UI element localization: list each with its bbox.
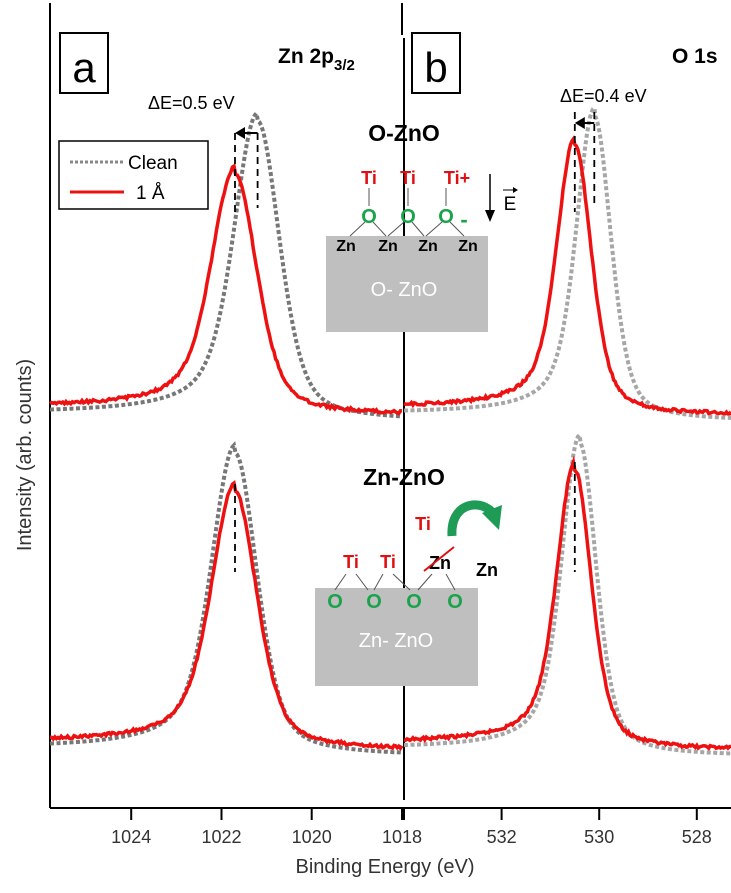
zn-out-atom: Zn bbox=[476, 560, 498, 580]
zn-cross-mark bbox=[423, 546, 455, 572]
panel-a-label: a bbox=[59, 32, 109, 94]
o-zno-substrate bbox=[326, 236, 488, 332]
spectrum-a-o-zno-1a bbox=[49, 163, 403, 416]
panel-b-delta-label: ΔE=0.4 eV bbox=[560, 86, 647, 106]
shift-arrow-head bbox=[235, 127, 245, 139]
inset-o-zno: O-ZnO O- ZnO Ti Ti Ti+ O O O - Zn Zn Zn … bbox=[326, 120, 518, 332]
spectrum-b-zn-zno-clean bbox=[403, 430, 731, 756]
inset-zn-zno: Zn-ZnO Zn- ZnO Ti Ti Ti Zn Zn O O O O bbox=[315, 464, 502, 686]
svg-text:b: b bbox=[424, 44, 447, 91]
exchange-arrowhead-icon bbox=[482, 505, 502, 530]
o-atom: O bbox=[366, 591, 382, 613]
electric-field-arrow: E bbox=[485, 174, 518, 222]
zn-atom: Zn bbox=[458, 238, 478, 255]
panel-b-label: b bbox=[411, 32, 461, 94]
spectrum-b-zn-zno-1a bbox=[403, 455, 731, 751]
panel-a-delta-label: ΔE=0.5 eV bbox=[148, 93, 235, 113]
y-axis-label: Intensity (arb. counts) bbox=[14, 359, 36, 551]
ti-atom: Ti bbox=[361, 168, 377, 188]
ti-atom: Ti bbox=[400, 168, 416, 188]
zn-zno-substrate-label: Zn- ZnO bbox=[359, 630, 433, 652]
zn-atom: Zn bbox=[418, 238, 438, 255]
panel-a-title: Zn 2p3/2 bbox=[278, 45, 355, 74]
ti-atom: Ti bbox=[343, 552, 359, 572]
x-tick-label: 1018 bbox=[382, 827, 422, 847]
zn-zno-substrate bbox=[315, 588, 478, 686]
x-axis-label: Binding Energy (eV) bbox=[296, 856, 475, 878]
spectrum-b-o-zno-clean bbox=[403, 104, 731, 420]
legend-clean-label: Clean bbox=[128, 153, 178, 174]
x-tick-label: 528 bbox=[682, 827, 712, 847]
x-tick-label: 530 bbox=[584, 827, 614, 847]
ti-atom: Ti bbox=[380, 552, 396, 572]
ti-top-atom: Ti bbox=[415, 514, 431, 534]
svg-text:a: a bbox=[72, 44, 96, 91]
x-tick-label: 1022 bbox=[201, 827, 241, 847]
zn-atom-crossed: Zn bbox=[429, 553, 451, 573]
o-atom: O bbox=[400, 206, 416, 228]
legend: Clean 1 Å bbox=[58, 140, 209, 210]
o-minus-sign: - bbox=[460, 207, 467, 232]
o-atom: O bbox=[447, 591, 463, 613]
o-atom: O bbox=[361, 206, 377, 228]
plot-frame bbox=[49, 3, 731, 820]
o-atom: O bbox=[406, 591, 422, 613]
o-atom: O bbox=[438, 206, 454, 228]
inset-o-zno-title: O-ZnO bbox=[368, 120, 440, 146]
o-atom: O bbox=[327, 591, 343, 613]
spectrum-b-o-zno-1a bbox=[403, 135, 731, 416]
x-tick-label: 1020 bbox=[292, 827, 332, 847]
spectrum-a-o-zno-clean bbox=[50, 109, 403, 419]
electric-field-label: E bbox=[504, 194, 517, 215]
inset-zn-zno-title: Zn-ZnO bbox=[363, 464, 445, 490]
x-tick-label: 532 bbox=[487, 827, 517, 847]
spectrum-a-zn-zno-clean bbox=[49, 441, 403, 755]
panel-b-title: O 1s bbox=[672, 45, 718, 68]
spectrum-a-zn-zno-1a bbox=[50, 480, 404, 752]
x-tick-label: 1024 bbox=[111, 827, 151, 847]
ti-plus-atom: Ti+ bbox=[444, 168, 470, 188]
zn-atom: Zn bbox=[378, 238, 398, 255]
zn-atom: Zn bbox=[336, 238, 356, 255]
exchange-arrow-icon bbox=[447, 500, 496, 537]
shift-arrow-head bbox=[574, 117, 585, 129]
legend-1a-label: 1 Å bbox=[136, 183, 165, 204]
o-zno-substrate-label: O- ZnO bbox=[371, 279, 438, 301]
